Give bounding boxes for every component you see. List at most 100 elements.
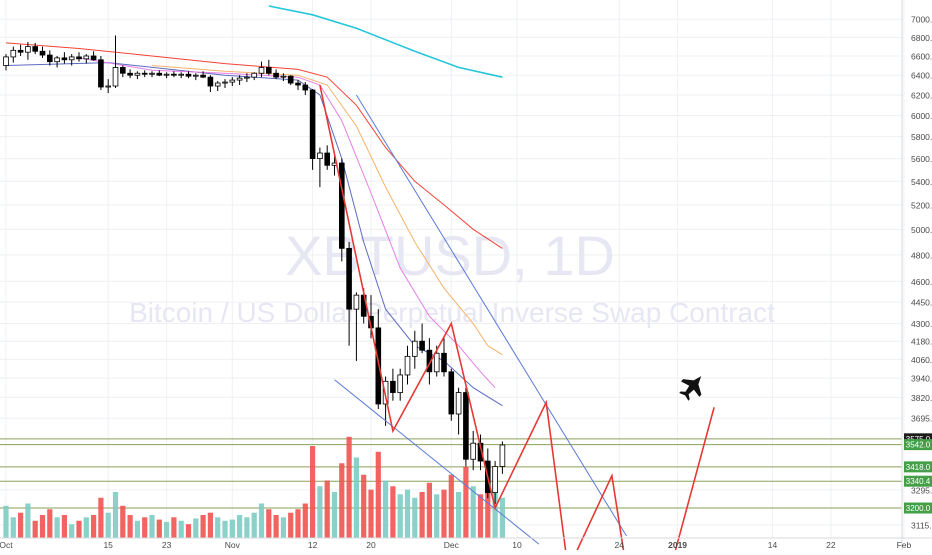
volume-bar	[404, 489, 411, 538]
price-tick-label: 6200.0	[911, 91, 932, 101]
candle-body	[76, 56, 82, 60]
candle-body	[214, 82, 221, 87]
volume-bar	[134, 520, 140, 538]
moving-average-line	[268, 5, 503, 78]
volume-bar	[215, 517, 221, 538]
candle-body	[105, 85, 112, 88]
volume-bar	[251, 512, 257, 538]
volume-bar	[200, 515, 206, 538]
price-tick-label: 4300.0	[911, 319, 932, 329]
volume-bar	[412, 497, 418, 538]
candle-body	[90, 55, 97, 61]
watermark-symbol: XBTUSD, 1D	[285, 224, 615, 287]
candle-body	[280, 75, 287, 78]
moving-averages	[5, 5, 503, 407]
price-tick-label: 4180.0	[911, 337, 932, 347]
candle-body	[419, 340, 425, 351]
candle-body	[163, 73, 170, 76]
time-tick-label: 22	[826, 540, 836, 550]
candle-body	[251, 72, 258, 78]
price-tag-label: 3418.0	[906, 463, 931, 472]
volume-bar	[273, 515, 279, 538]
candle-body	[404, 355, 411, 376]
price-tag-box	[904, 461, 932, 473]
candle-body	[10, 49, 17, 58]
volume-bar	[54, 517, 60, 538]
fighter-jet-icon	[679, 376, 702, 401]
trendlines[interactable]	[334, 94, 627, 545]
candle-body	[309, 89, 316, 159]
volume-bar	[295, 509, 301, 538]
time-tick-label: 20	[366, 540, 376, 550]
moving-average-line	[78, 57, 496, 389]
candle-body	[455, 392, 462, 415]
volume-bar	[76, 520, 82, 538]
volume-bar	[39, 515, 46, 538]
volume-bar	[3, 505, 9, 538]
volume-bar	[47, 509, 53, 538]
price-tick-label: 5000.0	[911, 225, 932, 235]
volume-bar	[339, 463, 345, 538]
volume-bar	[120, 505, 126, 538]
volume-bar	[470, 486, 476, 538]
volume-bar	[258, 503, 265, 538]
candle-body	[98, 59, 104, 88]
price-axis[interactable]: 7000.0 6800.0 6600.0 6400.0 6200.0 6000.0 5800…	[901, 0, 932, 550]
candle-body	[141, 72, 148, 75]
volume-bar	[69, 524, 75, 538]
trendline	[334, 379, 540, 545]
volume-bar	[237, 515, 243, 538]
volume-bar	[324, 480, 330, 538]
volume-bar	[463, 466, 469, 538]
candle-body	[265, 67, 272, 74]
volume-bar	[25, 503, 31, 538]
candle-body	[207, 76, 214, 87]
candle-body	[258, 67, 265, 74]
volume-bar	[207, 512, 213, 538]
candle-body	[192, 74, 199, 77]
candle-body	[120, 67, 126, 74]
volume-bar	[397, 494, 403, 538]
volume-bar	[112, 492, 119, 538]
candle-body	[244, 76, 250, 79]
volume-bar	[193, 518, 199, 538]
candle-body	[185, 73, 192, 77]
volume-bar	[383, 480, 389, 538]
candle-body	[273, 72, 279, 78]
candle-body	[3, 56, 9, 66]
price-tag-box	[904, 439, 932, 451]
volume-bar	[368, 489, 374, 538]
candle-body	[375, 327, 382, 405]
projection-path[interactable]	[319, 84, 715, 555]
volume-bar	[149, 515, 155, 538]
candle-body	[463, 392, 469, 460]
candle-body	[411, 340, 418, 357]
time-tick-label: Nov	[225, 540, 241, 550]
price-tag-label: 3340.4	[906, 477, 931, 486]
time-axis[interactable]: Oct1523Nov1220Dec102420191422Feb11	[0, 537, 932, 550]
volume-bar	[310, 446, 316, 538]
volume-bar	[361, 474, 367, 538]
price-tick-label: 5800.0	[911, 132, 932, 142]
price-tick-label: 4800.0	[911, 250, 932, 260]
candle-body	[441, 352, 447, 373]
volume-bar	[280, 517, 286, 538]
volume-bar	[477, 494, 484, 538]
price-tick-label: 3820.0	[911, 393, 932, 403]
volume-bar	[91, 515, 97, 538]
candle-body	[229, 79, 236, 83]
price-tag-box	[904, 475, 932, 487]
volume-bar	[98, 497, 104, 538]
fighter-jet-shape	[679, 376, 702, 401]
volume-bar	[419, 492, 425, 538]
volume-bar	[244, 517, 250, 538]
price-tick-label: 3940.0	[911, 374, 932, 384]
price-tick-label: 5400.0	[911, 177, 932, 187]
volume-bar	[331, 492, 338, 538]
time-tick-label: Oct	[0, 540, 13, 550]
volume-bar	[185, 524, 192, 538]
moving-average-line	[5, 62, 503, 407]
